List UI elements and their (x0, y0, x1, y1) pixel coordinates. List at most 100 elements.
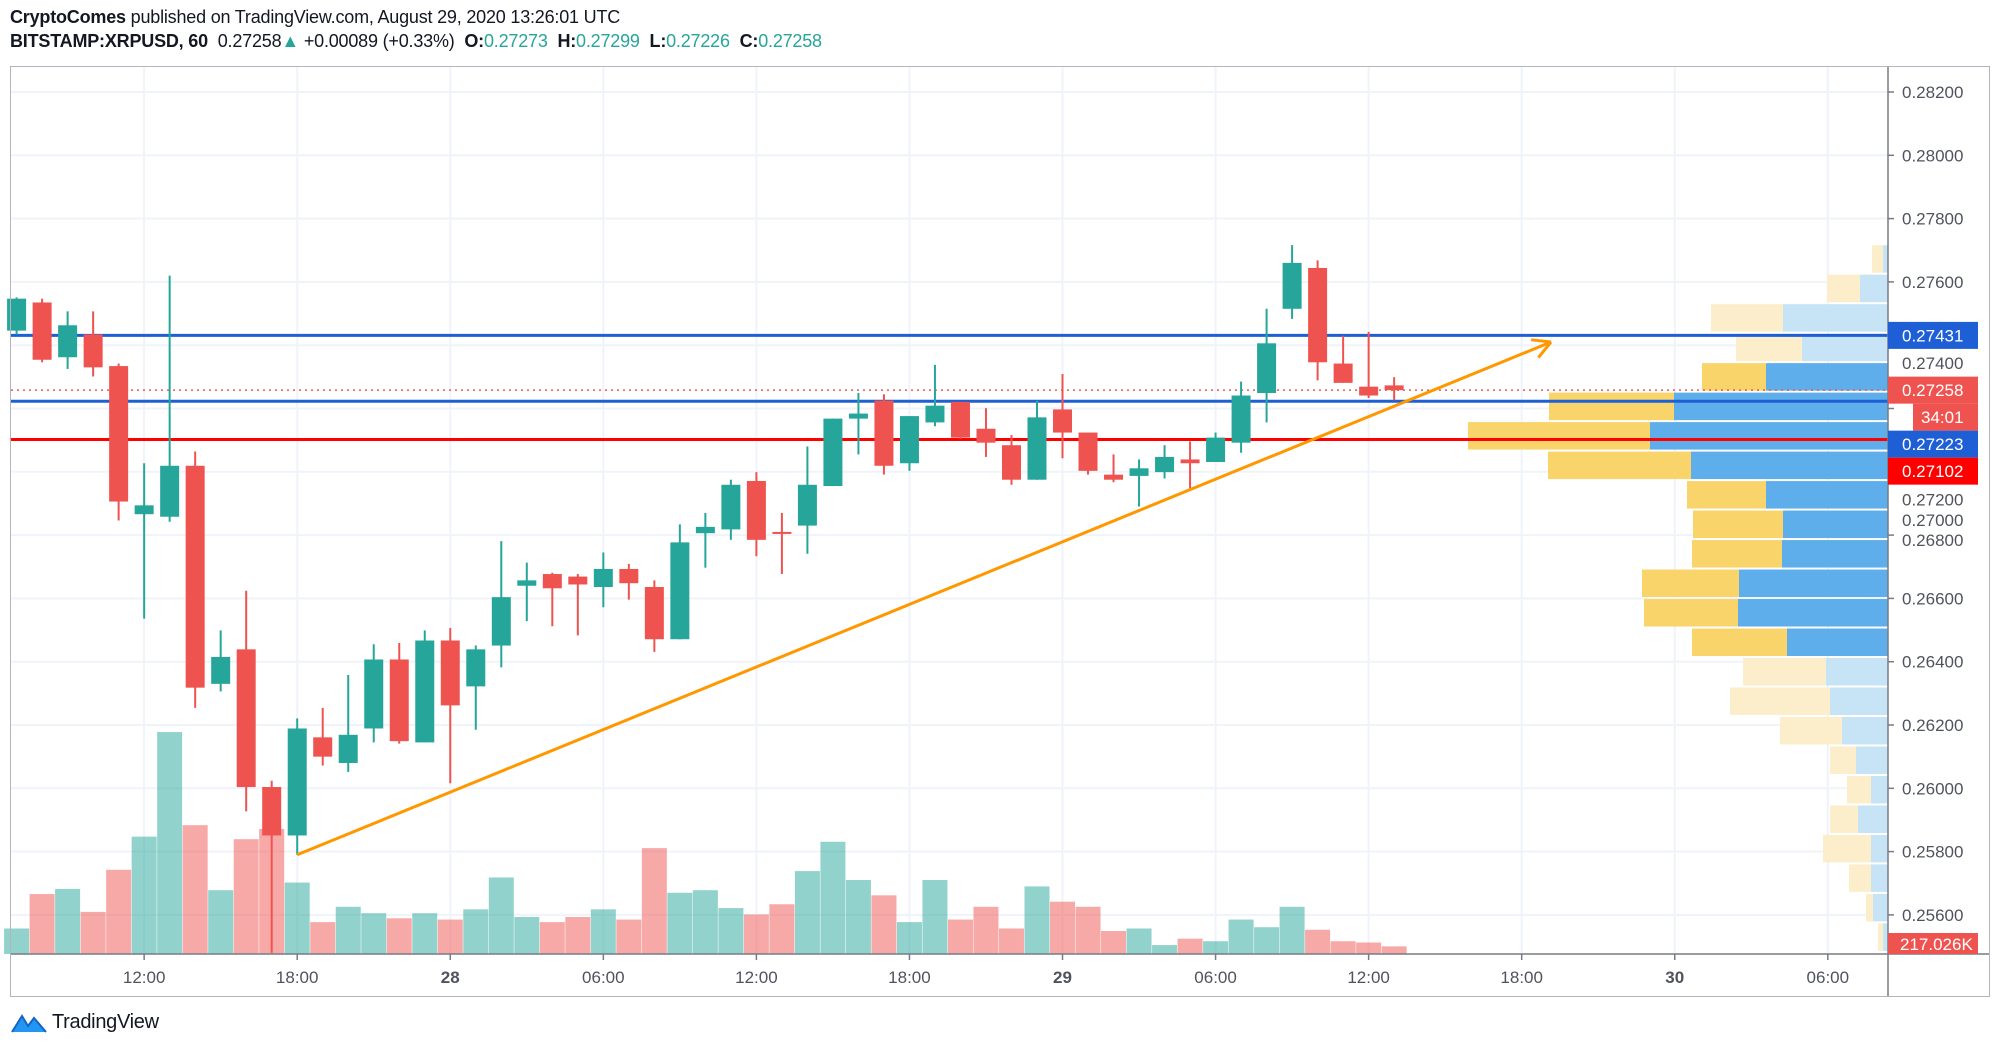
volume-profile-up-bar (1871, 834, 1888, 863)
tradingview-logo-icon (11, 1014, 47, 1033)
candle-body-up (1155, 456, 1175, 473)
volume-bar (386, 918, 412, 954)
candle-body-up (287, 728, 307, 836)
candle-body-up (823, 418, 843, 487)
volume-bar (616, 919, 642, 954)
volume-profile-down-bar (1827, 274, 1860, 303)
time-tick-label: 06:00 (582, 968, 625, 987)
candle-body-up (364, 659, 384, 729)
time-tick-label: 29 (1053, 968, 1072, 987)
volume-profile-up-bar (1691, 451, 1888, 480)
volume-bar (1075, 906, 1101, 954)
candle-body-up (1027, 417, 1047, 480)
price-tick-label: 0.28200 (1902, 83, 1963, 102)
price-change: +0.00089 (+0.33%) (303, 31, 455, 51)
candle-body-up (925, 405, 945, 423)
volume-bar (718, 908, 744, 954)
level-price-label: 0.27102 (1902, 462, 1963, 481)
candle-body-down (542, 574, 562, 589)
price-tick-label: 0.26800 (1902, 531, 1963, 550)
candle-body-up (797, 484, 817, 526)
volume-bar (794, 871, 820, 954)
volume-profile-down-bar (1878, 923, 1883, 951)
volume-profile-up-bar (1860, 274, 1888, 303)
volume-profile-up-bar (1766, 363, 1888, 391)
volume-bar (539, 922, 565, 954)
volume-profile-up-bar (1674, 392, 1888, 421)
candle-body-down (389, 659, 409, 742)
volume-profile-down-bar (1642, 569, 1739, 598)
trendline (296, 340, 1552, 857)
volume-profile-up-bar (1787, 628, 1888, 657)
price-tick-label: 0.26600 (1902, 589, 1963, 608)
volume-profile-down-bar (1823, 834, 1871, 863)
logo-text: TradingView (52, 1010, 159, 1033)
candle-body-up (1257, 343, 1277, 393)
high-label: H: (557, 31, 577, 51)
volume-bar (1330, 941, 1356, 954)
volume-profile-down-bar (1692, 540, 1782, 568)
candle-body-down (874, 400, 894, 466)
symbol-legend: BITSTAMP:XRPUSD, 60 0.27258▲ +0.00089 (+… (10, 31, 822, 52)
volume-profile-down-bar (1730, 687, 1830, 715)
volume-profile-down-bar (1692, 628, 1787, 657)
price-axis (1888, 66, 1989, 997)
candle-body-down (1333, 363, 1353, 383)
last-price-label-box (1888, 376, 1978, 404)
volume-bar (1356, 942, 1382, 954)
candle-body-down (568, 576, 588, 585)
volume-profile-down-bar (1549, 392, 1674, 421)
volume-profile-up-bar (1766, 481, 1888, 509)
volume-profile-down-bar (1866, 893, 1873, 922)
time-tick-label: 18:00 (1500, 968, 1543, 987)
time-axis (11, 954, 1888, 996)
publish-info: CryptoComes published on TradingView.com… (10, 7, 620, 28)
volume-bar (310, 922, 336, 954)
volume-profile-up-bar (1856, 746, 1888, 774)
candle-body-down (976, 428, 996, 443)
volume-label: 217.026K (1900, 935, 1973, 954)
volume-profile-down-bar (1830, 805, 1858, 833)
candle-body-down (619, 568, 639, 584)
published-text: published on TradingView.com, August 29,… (130, 7, 621, 27)
candle-body-up (415, 640, 435, 743)
volume-bar (1126, 928, 1152, 954)
price-tick-label: 0.26200 (1902, 716, 1963, 735)
volume-profile-down-bar (1644, 599, 1738, 627)
volume-profile-up-bar (1738, 599, 1888, 627)
volume-profile-up-bar (1842, 716, 1888, 745)
time-tick-label: 06:00 (1194, 968, 1237, 987)
last-price-label: 0.27258 (1902, 381, 1963, 400)
price-tick-label: 0.27600 (1902, 273, 1963, 292)
volume-bar (667, 892, 693, 954)
high-value: 0.27299 (576, 31, 640, 51)
symbol-name[interactable]: BITSTAMP:XRPUSD, 60 (10, 31, 208, 51)
volume-bar (1203, 941, 1229, 954)
open-value: 0.27273 (483, 31, 548, 51)
level-price-label: 0.27223 (1902, 435, 1963, 454)
volume-profile-up-bar (1871, 775, 1888, 804)
candle-body-down (313, 737, 333, 757)
candle-body-down (262, 787, 282, 836)
tradingview-logo[interactable]: TradingView (10, 1010, 159, 1034)
price-chart[interactable]: 0.28200 0.28000 0.27800 0.27600 0.27400 0.272… (0, 0, 2000, 1000)
volume-bar (1228, 919, 1254, 954)
candle-body-up (134, 505, 154, 515)
volume-profile-up-bar (1883, 923, 1888, 951)
volume-profile-up-bar (1650, 422, 1888, 450)
price-tick-label: 0.27200 (1902, 491, 1963, 510)
candle-body-down (772, 531, 792, 534)
author-name[interactable]: CryptoComes (10, 7, 126, 27)
candle-body-down (746, 480, 766, 540)
volume-profile-up-bar (1883, 245, 1888, 273)
candle-body-down (1053, 409, 1073, 433)
volume-bar (871, 895, 897, 954)
time-tick-label: 18:00 (888, 968, 931, 987)
volume-bar (233, 839, 259, 954)
volume-bar (769, 904, 795, 954)
candle-body-up (58, 325, 78, 358)
volume-bar (284, 882, 310, 954)
candle-body-up (1206, 437, 1226, 462)
candle-body-up (491, 597, 511, 646)
volume-profile-down-bar (1847, 775, 1871, 804)
